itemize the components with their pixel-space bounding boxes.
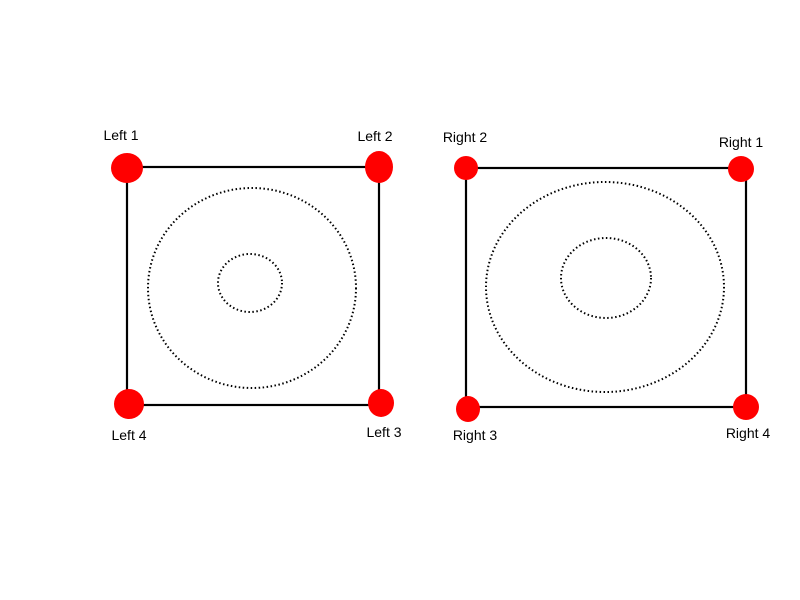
right-outer-dotted-circle: [485, 181, 725, 393]
left-corner-2-point: [365, 151, 393, 183]
left-corner-4-label: Left 4: [111, 427, 146, 443]
right-corner-3-point: [456, 396, 480, 422]
right-inner-dotted-circle: [560, 237, 652, 319]
right-corner-1-label: Right 1: [719, 134, 764, 150]
right-corner-4-label: Right 4: [726, 425, 771, 441]
left-square: [125, 165, 381, 407]
left-corner-3-point: [368, 389, 394, 417]
right-corner-3-label: Right 3: [453, 427, 498, 443]
left-corner-1-label: Left 1: [103, 127, 138, 143]
right-square: [464, 166, 748, 409]
left-outer-dotted-circle: [147, 187, 357, 389]
right-panel: Right 1 Right 2 Right 3 Right 4: [443, 129, 771, 443]
left-inner-dotted-circle: [217, 253, 283, 313]
right-corner-4-point: [733, 394, 759, 420]
right-corner-2-label: Right 2: [443, 129, 488, 145]
right-corner-2-point: [454, 156, 478, 180]
left-corner-2-label: Left 2: [357, 128, 392, 144]
left-corner-4-point: [114, 389, 144, 419]
left-corner-3-label: Left 3: [366, 424, 401, 440]
left-panel: Left 1 Left 2 Left 3 Left 4: [103, 127, 401, 443]
left-corner-1-point: [111, 153, 143, 183]
right-corner-1-point: [728, 156, 754, 182]
